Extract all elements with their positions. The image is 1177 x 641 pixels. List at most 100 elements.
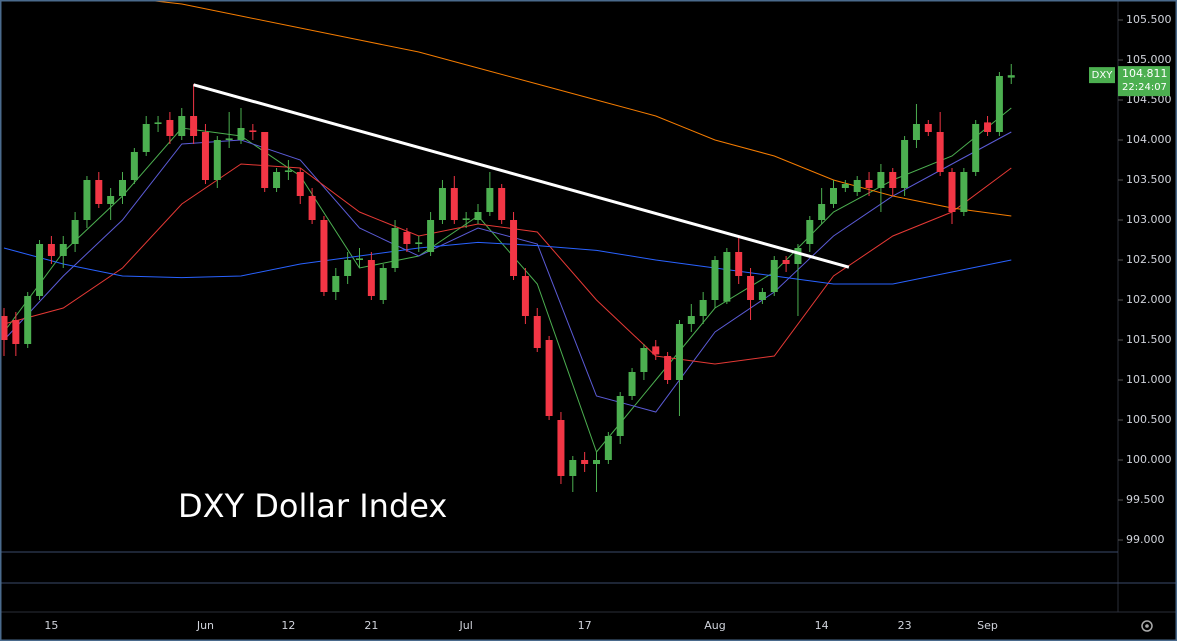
candle-body [628,372,636,396]
y-tick-label: 102.000 [1126,293,1172,306]
x-tick-label: 21 [364,619,378,632]
price-tag-symbol-text: DXY [1092,70,1114,81]
price-tag-value: 104.811 [1122,67,1168,80]
y-tick-label: 105.000 [1126,53,1172,66]
x-tick-label: Jun [196,619,214,632]
y-tick-label: 104.500 [1126,93,1172,106]
candle-body [142,124,150,152]
candle-body [794,248,802,264]
candle-body [438,188,446,220]
candle-body [912,124,920,140]
candle-body [687,316,695,324]
price-tag [1118,66,1170,97]
candle-body [711,260,719,300]
candle-body [865,180,873,188]
candle-body [652,346,660,355]
candle-body [972,124,980,172]
candle-body [154,122,162,124]
price-tag-symbol [1089,67,1115,84]
candle-body [474,212,482,220]
candle-body [533,316,541,348]
candle-body [960,172,968,212]
candle-body [640,348,648,372]
gear[interactable] [1141,620,1153,632]
candle-body [320,220,328,292]
y-tick-label: 100.000 [1126,453,1172,466]
x-tick-label: Jul [459,619,473,632]
candle-body [699,300,707,316]
candle-body [747,276,755,300]
y-tick-label: 101.500 [1126,333,1172,346]
candle-body [107,196,115,204]
candle-body [604,436,612,460]
candle-body [901,140,909,188]
candle-body [427,220,435,252]
moving-average [3,163,1012,365]
trendline [193,83,850,269]
candle-body [344,260,352,276]
candle-body [225,138,233,140]
candle-body [71,220,79,244]
candle-body [581,460,589,464]
x-tick-label: Aug [704,619,725,632]
candle-body [675,324,683,380]
candle-body [758,292,766,300]
settings-icon[interactable] [1141,620,1153,632]
candle-body [889,172,897,188]
moving-average [146,0,1012,217]
candle-body [296,172,304,196]
gear-center[interactable] [1145,624,1149,628]
candle-body [403,232,411,244]
candle-body [95,180,103,204]
candle-body [841,184,849,188]
candle-body [782,260,790,264]
candle-body [379,268,387,300]
candle-body [166,120,174,136]
candle-body [616,396,624,436]
candle-body [830,188,837,204]
candle-body [284,170,292,172]
y-tick-label: 103.500 [1126,173,1172,186]
candle-body [249,130,257,132]
candle-body [24,296,32,344]
candle-body [83,180,91,220]
candle-body [273,172,281,188]
candle-body [770,260,778,292]
candle-body [462,218,470,220]
candle-body [557,420,565,476]
y-tick-label: 104.000 [1126,133,1172,146]
candle-body [853,180,861,192]
candle-body [36,244,44,296]
candle-body [47,244,55,256]
candle-body [510,220,518,276]
candle-body [308,196,316,220]
x-tick-label: 15 [44,619,58,632]
candle-body [367,260,375,296]
candle-body [356,258,363,260]
candle-body [498,188,506,220]
candle-body [924,124,932,132]
candle-body [818,204,826,220]
x-tick-label: 14 [815,619,829,632]
price-tag-countdown: 22:24:07 [1122,82,1167,93]
candle-body [415,242,423,244]
candle-body [735,252,743,276]
y-tick-label: 100.500 [1126,413,1172,426]
candle-body [261,132,269,188]
candle-body [486,188,494,212]
candle-body [593,460,600,464]
candle-body [984,122,992,132]
y-tick-label: 99.000 [1126,533,1165,546]
candle-body [0,316,8,340]
y-tick-label: 99.500 [1126,493,1165,506]
x-tick-label: 17 [578,619,592,632]
chart-title: DXY Dollar Index [178,487,447,525]
candle-body [1007,75,1015,78]
candle-body [450,188,458,220]
y-tick-label: 102.500 [1126,253,1172,266]
x-tick-label: 23 [898,619,912,632]
candle-body [201,132,209,180]
candle-body [995,76,1003,132]
